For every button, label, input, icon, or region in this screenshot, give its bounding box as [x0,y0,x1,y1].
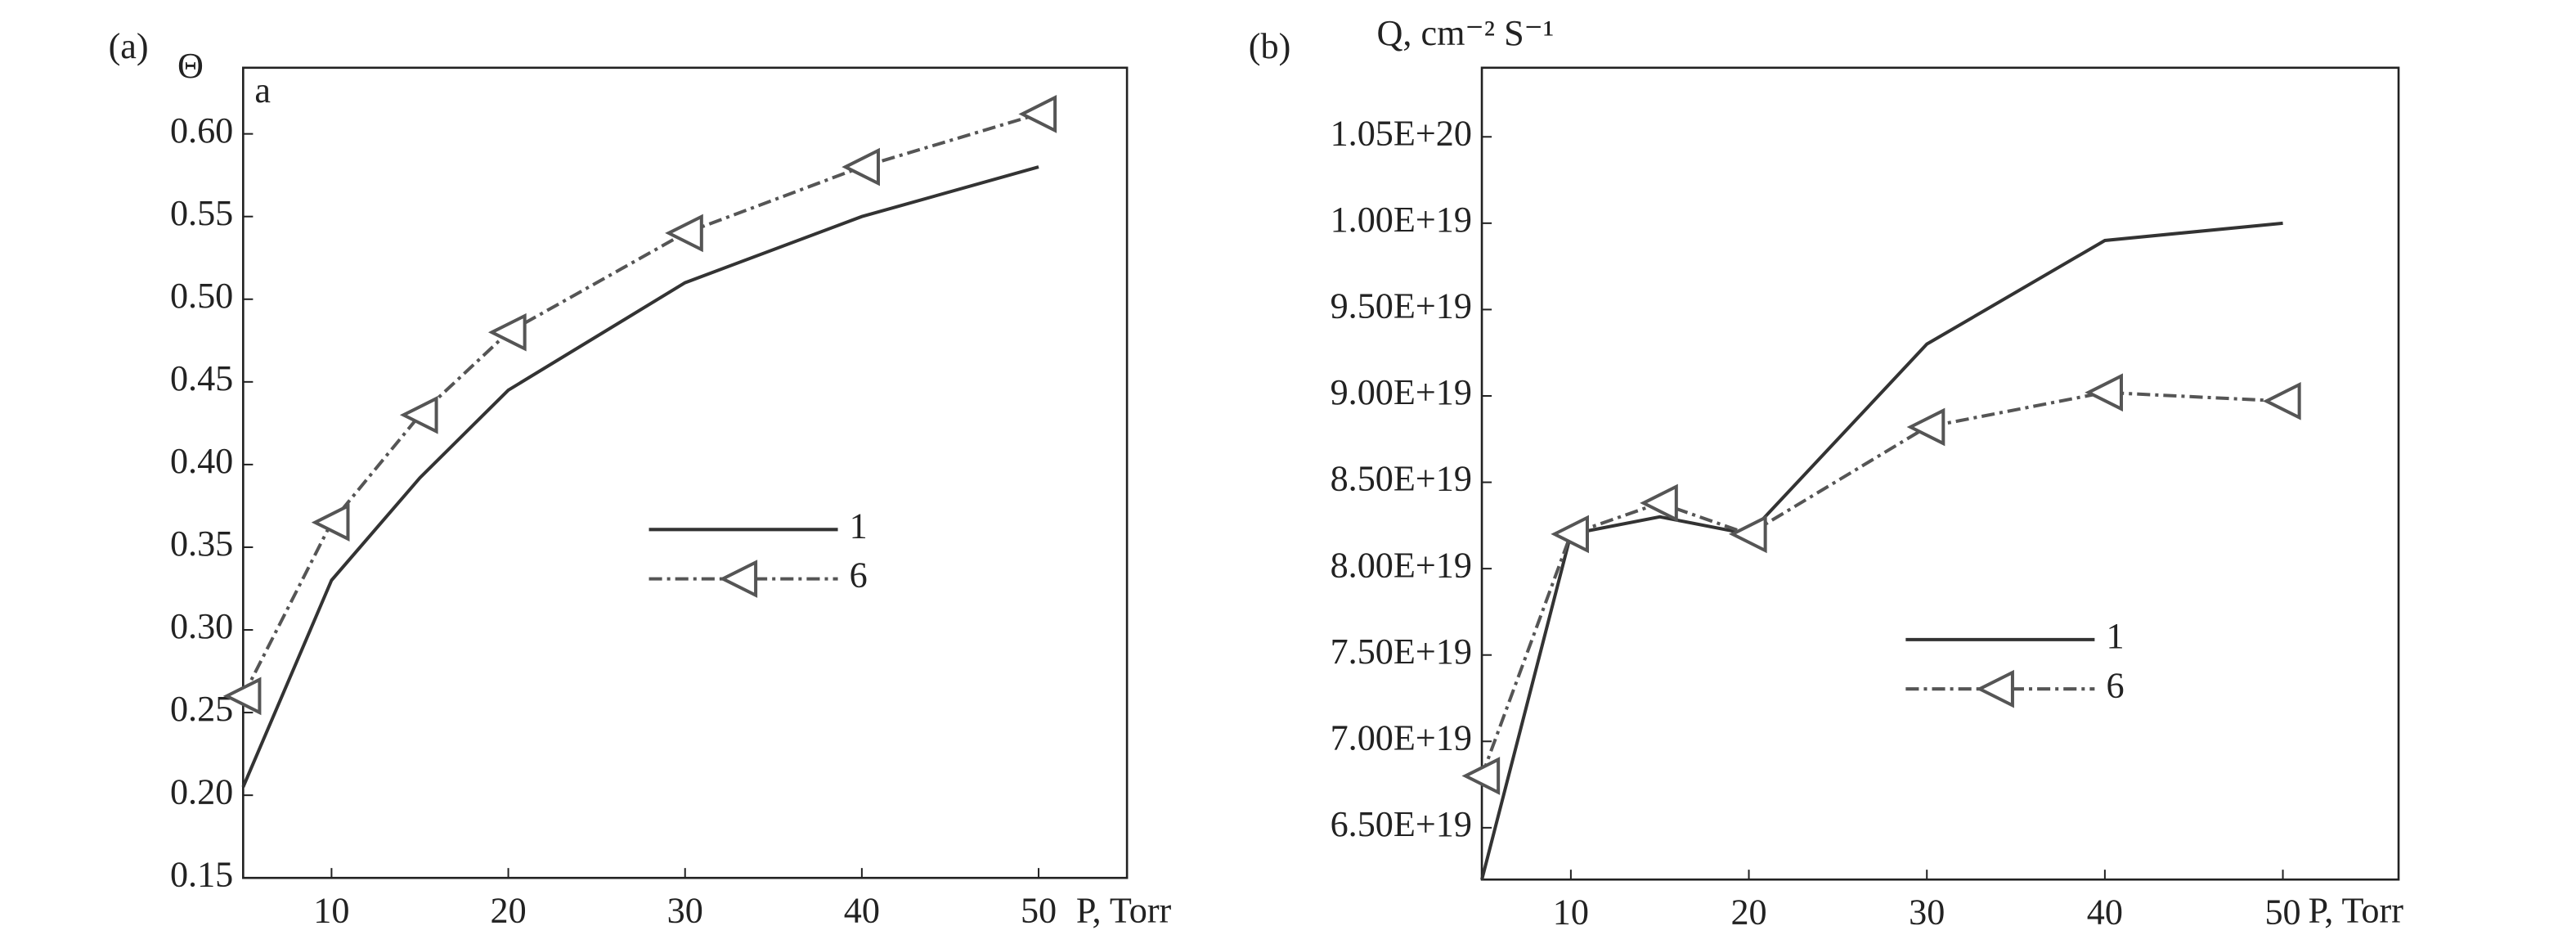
y-axis-label: Θ [177,46,204,86]
marker [841,147,880,187]
marker [1728,515,1767,554]
marker [311,503,350,542]
x-axis-label: P, Torr [1076,891,1172,931]
series-line [241,165,1039,788]
x-tick-label: 30 [1909,892,1945,933]
x-tick-label: 10 [313,891,349,931]
y-tick-label: 0.60 [170,110,233,151]
legend-label: 1 [850,506,868,546]
marker [665,214,703,253]
marker [2085,373,2123,412]
x-tick-label: 10 [1553,892,1589,933]
y-tick-label: 0.40 [170,441,233,481]
y-tick-label: 0.45 [170,358,233,398]
inner-label: a [254,70,271,110]
marker [1461,757,1501,795]
y-tick-label: 8.00E+19 [1331,545,1472,585]
marker [487,312,527,352]
y-tick-label: 0.15 [170,854,233,894]
x-tick-label: 50 [1021,891,1057,931]
panel-label: (b) [1249,26,1291,66]
plot-frame [1480,66,2400,881]
legend-label: 6 [850,555,868,596]
marker [1551,515,1589,554]
y-tick-label: 8.50E+19 [1331,459,1472,499]
marker [1018,95,1057,133]
x-axis-label: P, Torr [2309,891,2404,931]
y-tick-label: 0.20 [170,771,233,811]
x-tick-label: 20 [490,891,526,931]
y-tick-label: 7.50E+19 [1331,632,1472,672]
marker [222,677,262,716]
series-line [1480,390,2283,777]
y-tick-label: 9.50E+19 [1331,286,1472,326]
marker [2262,381,2301,420]
y-tick-label: 0.55 [170,193,233,233]
y-tick-label: 1.00E+19 [1331,200,1472,240]
y-tick-label: 6.50E+19 [1331,804,1472,844]
x-tick-label: 50 [2264,892,2300,933]
legend-marker [1976,669,2014,708]
marker [1906,407,1945,447]
y-tick-label: 0.30 [170,606,233,646]
marker [1640,483,1678,523]
y-tick-label: 0.25 [170,689,233,729]
x-tick-label: 20 [1730,892,1766,933]
legend-marker [719,560,758,598]
series-line [1480,221,2283,880]
legend-label: 1 [2106,616,2124,656]
y-tick-label: 7.00E+19 [1331,717,1472,757]
x-tick-label: 30 [667,891,703,931]
y-tick-label: 1.05E+20 [1331,113,1472,153]
plot-frame [242,66,1129,879]
y-tick-label: 0.35 [170,524,233,564]
legend-label: 6 [2106,665,2124,705]
x-tick-label: 40 [2087,892,2123,933]
x-tick-label: 40 [844,891,880,931]
y-axis-label: Q, cm⁻² S⁻¹ [1376,13,1554,53]
marker [399,395,438,434]
y-tick-label: 9.00E+19 [1331,372,1472,412]
panel-label: (a) [109,26,149,66]
y-tick-label: 0.50 [170,276,233,316]
